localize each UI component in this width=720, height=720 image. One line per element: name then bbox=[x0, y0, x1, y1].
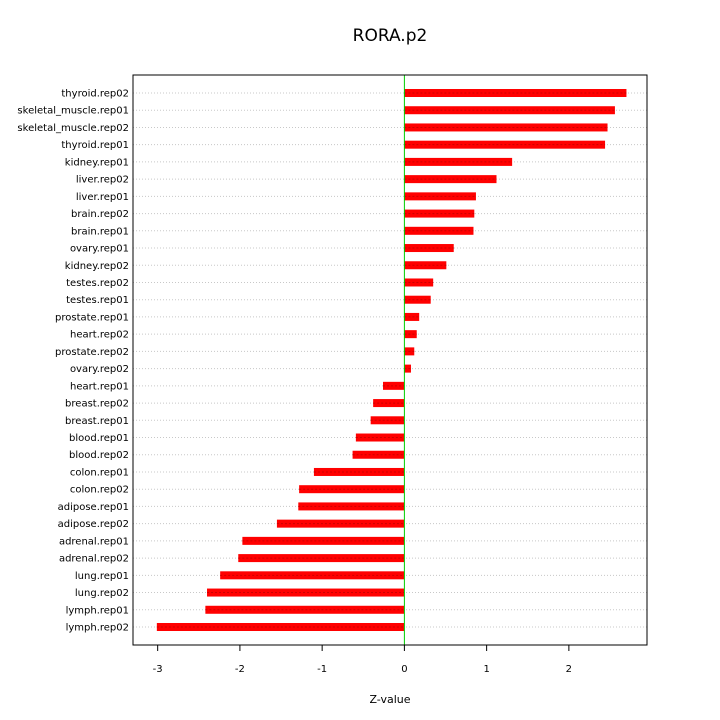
category-label: blood.rep02 bbox=[69, 450, 129, 461]
bar bbox=[238, 554, 405, 563]
x-axis-label: Z-value bbox=[369, 693, 410, 706]
bar bbox=[404, 192, 476, 201]
x-tick-label: -3 bbox=[153, 664, 163, 675]
category-label: ovary.rep02 bbox=[70, 364, 129, 375]
bar bbox=[404, 364, 411, 373]
category-label: liver.rep02 bbox=[76, 175, 129, 186]
bar bbox=[404, 278, 434, 287]
bar bbox=[404, 175, 497, 184]
category-label: blood.rep01 bbox=[69, 433, 129, 444]
category-label: colon.rep02 bbox=[70, 485, 129, 496]
category-label: colon.rep01 bbox=[70, 467, 129, 478]
bar bbox=[156, 623, 405, 631]
category-label: heart.rep02 bbox=[70, 330, 129, 341]
category-label: skeletal_muscle.rep01 bbox=[17, 106, 129, 117]
bar bbox=[205, 605, 405, 614]
category-label: lymph.rep02 bbox=[66, 623, 129, 634]
category-label: skeletal_muscle.rep02 bbox=[17, 123, 129, 134]
bar bbox=[404, 312, 420, 321]
category-label: thyroid.rep01 bbox=[61, 140, 129, 151]
category-label: prostate.rep01 bbox=[55, 312, 129, 323]
category-label: heart.rep01 bbox=[70, 381, 129, 392]
category-label: brain.rep01 bbox=[71, 226, 129, 237]
bar bbox=[404, 209, 475, 218]
category-label: adipose.rep02 bbox=[58, 519, 129, 530]
category-label: adrenal.rep01 bbox=[59, 536, 129, 547]
category-label: prostate.rep02 bbox=[55, 347, 129, 358]
category-label: adipose.rep01 bbox=[58, 502, 129, 513]
bar bbox=[404, 226, 474, 235]
bar bbox=[207, 588, 405, 597]
category-label: lung.rep02 bbox=[75, 588, 129, 599]
x-tick-label: 0 bbox=[401, 664, 407, 675]
x-tick-label: 2 bbox=[566, 664, 572, 675]
chart-title: RORA.p2 bbox=[353, 26, 428, 46]
bar bbox=[276, 519, 405, 528]
category-label: lymph.rep01 bbox=[66, 605, 129, 616]
category-label: breast.rep02 bbox=[65, 399, 129, 410]
bar bbox=[404, 330, 417, 339]
bar bbox=[383, 381, 405, 390]
bar bbox=[373, 399, 405, 408]
category-label: breast.rep01 bbox=[65, 416, 129, 427]
category-label: testes.rep02 bbox=[66, 278, 129, 289]
category-label: brain.rep02 bbox=[71, 209, 129, 220]
category-label: thyroid.rep02 bbox=[61, 89, 129, 100]
x-tick-label: -1 bbox=[317, 664, 327, 675]
category-label: lung.rep01 bbox=[75, 571, 129, 582]
category-label: adrenal.rep02 bbox=[59, 554, 129, 565]
category-label: testes.rep01 bbox=[66, 295, 129, 306]
category-label: kidney.rep02 bbox=[65, 261, 129, 272]
x-tick-label: -2 bbox=[235, 664, 245, 675]
category-label: kidney.rep01 bbox=[65, 157, 129, 168]
category-label: ovary.rep01 bbox=[70, 244, 129, 255]
category-label: liver.rep01 bbox=[76, 192, 129, 203]
bar bbox=[404, 89, 627, 97]
x-tick-label: 1 bbox=[483, 664, 489, 675]
